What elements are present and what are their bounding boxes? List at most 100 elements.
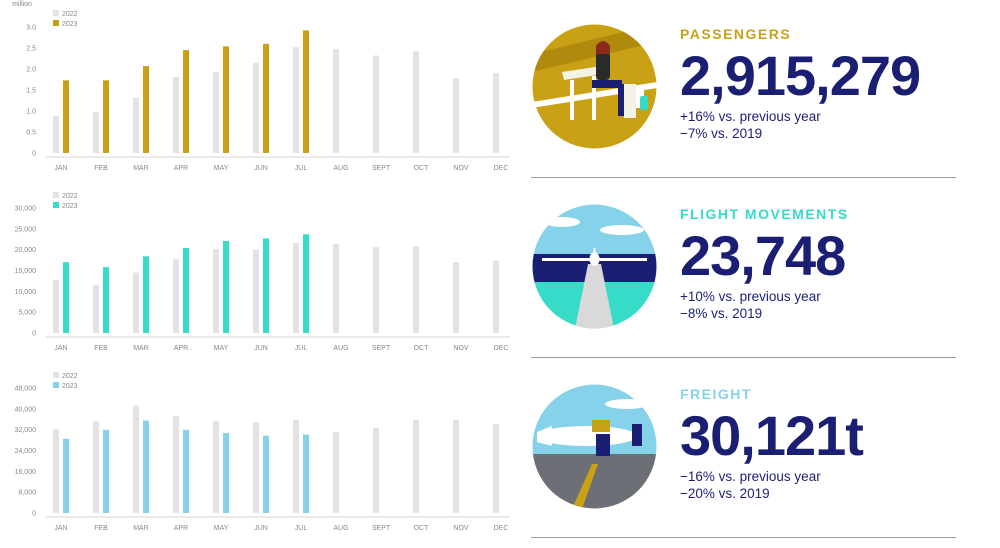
bar-2022-mar xyxy=(133,272,139,333)
bar-2022-oct xyxy=(413,246,419,333)
bar-2022-aug xyxy=(333,49,339,154)
x-tick-label-jan: JAN xyxy=(54,165,67,172)
x-tick-label-oct: OCT xyxy=(414,525,430,532)
bar-2022-mar xyxy=(133,405,139,513)
bar-2022-sept xyxy=(373,55,379,154)
x-tick-label-feb: FEB xyxy=(94,525,108,532)
passengers-panel: million 2022 2023 0 0.5 1.0 1.5 2.0 2.5 3.0 JAN FEB… xyxy=(0,0,1000,180)
bar-2023-mar xyxy=(143,256,149,333)
bar-2023-jun xyxy=(263,435,269,513)
x-tick-label-aug: AUG xyxy=(333,525,348,532)
x-tick-label-jun: JUN xyxy=(254,165,268,172)
bar-2023-apr xyxy=(183,429,189,513)
bar-2022-dec xyxy=(493,423,499,513)
y-tick-label: 0 xyxy=(32,151,36,158)
x-tick-label-apr: APR xyxy=(174,165,188,172)
freight-change-2019: −20% vs. 2019 xyxy=(680,486,770,501)
y-tick-label: 0.5 xyxy=(26,130,36,137)
bar-2022-oct xyxy=(413,51,419,153)
unit-label: million xyxy=(12,1,32,8)
flights-change-2019: −8% vs. 2019 xyxy=(680,306,763,321)
y-tick-label: 10,000 xyxy=(15,289,37,296)
freight-change-prev: −16% vs. previous year xyxy=(680,469,821,484)
x-tick-label-sept: SEPT xyxy=(372,165,391,172)
flights-stat: FLIGHT MOVEMENTS 23,748 +10% vs. previou… xyxy=(680,206,849,322)
x-tick-label-dec: DEC xyxy=(494,525,509,532)
freight-chart: 2022 2023 0 8,000 16,000 24,000 32,000 40,000 48… xyxy=(15,372,510,532)
bar-2022-may xyxy=(213,249,219,333)
y-tick-label: 5,000 xyxy=(18,310,36,317)
bar-2023-feb xyxy=(103,80,109,153)
freight-label: FREIGHT xyxy=(680,386,752,402)
cargo-loading-illustration xyxy=(532,384,657,514)
bar-2022-nov xyxy=(453,419,459,513)
bar-2022-aug xyxy=(333,244,339,333)
legend-swatch-2023 xyxy=(53,202,59,208)
bar-2023-jan xyxy=(63,262,69,333)
x-tick-label-dec: DEC xyxy=(494,165,509,172)
flights-label: FLIGHT MOVEMENTS xyxy=(680,206,849,222)
flights-separator xyxy=(531,357,956,358)
bar-2023-mar xyxy=(143,420,149,513)
x-tick-label-jun: JUN xyxy=(254,525,268,532)
y-tick-label: 25,000 xyxy=(15,226,37,233)
x-tick-label-jan: JAN xyxy=(54,345,67,352)
legend-label-2023: 2023 xyxy=(62,203,78,210)
bar-2022-nov xyxy=(453,78,459,153)
y-tick-label: 8,000 xyxy=(18,490,36,497)
y-tick-label: 0 xyxy=(32,511,36,518)
bar-2023-may xyxy=(223,433,229,513)
runway-plane-illustration xyxy=(532,204,657,334)
flights-panel: 2022 2023 0 5,000 10,000 15,000 20,000 25,000 30… xyxy=(0,180,1000,360)
bar-2022-may xyxy=(213,420,219,513)
bar-2023-apr xyxy=(183,50,189,153)
x-tick-label-may: MAY xyxy=(214,345,229,352)
passenger-lounge-illustration xyxy=(532,24,657,154)
bar-2022-sept xyxy=(373,427,379,513)
passengers-stat: PASSENGERS 2,915,279 +16% vs. previous y… xyxy=(680,26,921,142)
y-tick-label: 16,000 xyxy=(15,469,37,476)
legend-label-2022: 2022 xyxy=(62,11,78,18)
freight-stat: FREIGHT 30,121t −16% vs. previous year −… xyxy=(680,386,864,502)
y-tick-label: 3.0 xyxy=(26,25,36,32)
legend-swatch-2022 xyxy=(53,10,59,16)
bar-2023-feb xyxy=(103,267,109,333)
x-tick-label-apr: APR xyxy=(174,525,188,532)
x-tick-label-may: MAY xyxy=(214,165,229,172)
y-tick-label: 1.0 xyxy=(26,109,36,116)
y-tick-label: 30,000 xyxy=(15,206,37,213)
x-tick-label-mar: MAR xyxy=(133,345,149,352)
y-tick-label: 20,000 xyxy=(15,247,37,254)
bar-2022-feb xyxy=(93,284,99,333)
legend-swatch-2023 xyxy=(53,382,59,388)
bar-2023-may xyxy=(223,240,229,333)
legend-swatch-2022 xyxy=(53,192,59,198)
x-tick-label-mar: MAR xyxy=(133,165,149,172)
x-tick-label-oct: OCT xyxy=(414,345,430,352)
legend-swatch-2022 xyxy=(53,372,59,378)
bar-2022-apr xyxy=(173,76,179,153)
legend-label-2022: 2022 xyxy=(62,373,78,380)
x-tick-label-apr: APR xyxy=(174,345,188,352)
x-tick-label-aug: AUG xyxy=(333,165,348,172)
legend-label-2022: 2022 xyxy=(62,193,78,200)
y-tick-label: 40,000 xyxy=(15,406,37,413)
y-tick-label: 24,000 xyxy=(15,448,37,455)
flights-change-prev: +10% vs. previous year xyxy=(680,289,821,304)
bar-2022-aug xyxy=(333,432,339,513)
y-tick-label: 2.5 xyxy=(26,46,36,53)
x-tick-label-nov: NOV xyxy=(453,165,469,172)
bar-2023-jul xyxy=(303,30,309,153)
bar-2022-jun xyxy=(253,249,259,333)
legend-label-2023: 2023 xyxy=(62,383,78,390)
passengers-change-2019: −7% vs. 2019 xyxy=(680,126,763,141)
y-tick-label: 2.0 xyxy=(26,67,36,74)
bar-2022-oct xyxy=(413,419,419,513)
x-tick-label-feb: FEB xyxy=(94,345,108,352)
bar-2022-jun xyxy=(253,62,259,154)
bar-2022-mar xyxy=(133,97,139,153)
bar-2023-apr xyxy=(183,248,189,333)
x-tick-label-jun: JUN xyxy=(254,345,268,352)
passengers-change-prev: +16% vs. previous year xyxy=(680,109,821,124)
freight-value: 30,121t xyxy=(680,404,864,467)
